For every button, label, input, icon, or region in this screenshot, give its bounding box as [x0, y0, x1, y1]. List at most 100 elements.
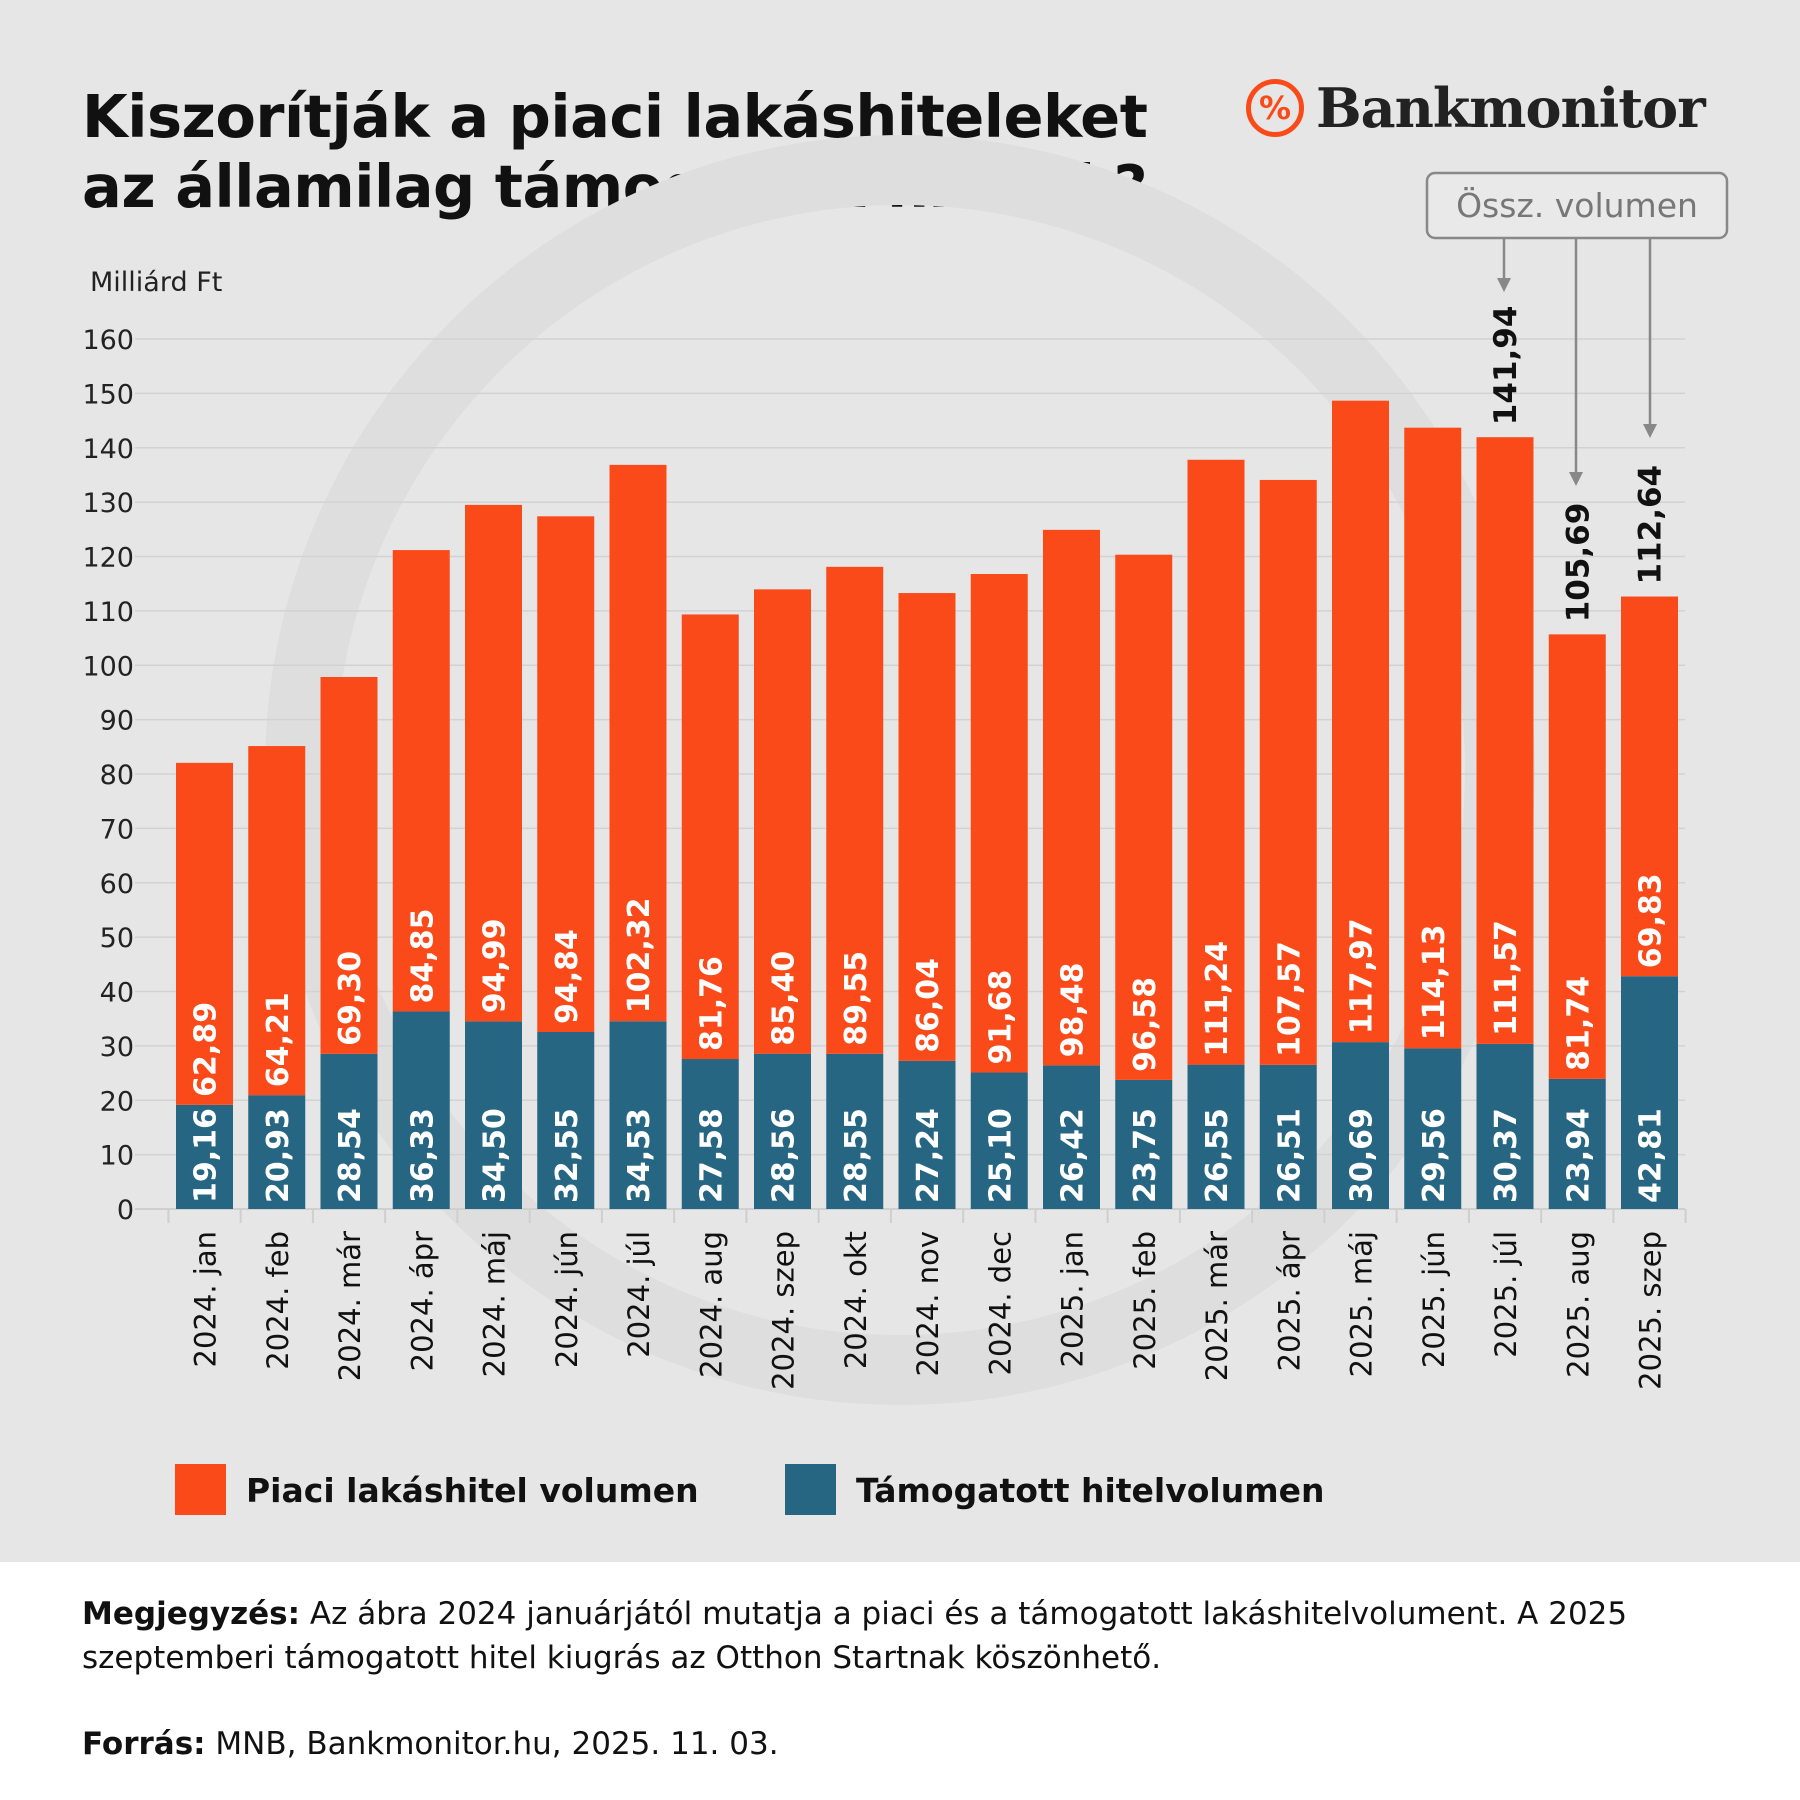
- y-tick-label: 60: [100, 869, 134, 900]
- bar-label-supported: 27,58: [694, 1108, 729, 1203]
- y-tick-label: 90: [100, 706, 134, 737]
- bar-supported: [537, 1032, 595, 1209]
- bar-label-supported: 29,56: [1417, 1108, 1452, 1203]
- percent-logo-icon: %: [1246, 79, 1304, 137]
- y-tick-label: 120: [82, 543, 134, 574]
- x-tick-label: 2024. feb: [261, 1231, 295, 1370]
- y-tick-label: 30: [100, 1032, 134, 1063]
- bar-label-market: 111,24: [1200, 941, 1235, 1057]
- bar-market: [1187, 459, 1245, 1065]
- y-tick-label: 80: [100, 760, 134, 791]
- bar-label-supported: 23,94: [1561, 1108, 1596, 1203]
- bar-label-market: 81,74: [1561, 976, 1596, 1071]
- bar-label-supported: 30,69: [1345, 1108, 1380, 1203]
- bar-market: [1259, 479, 1317, 1065]
- bar-supported: [970, 1072, 1028, 1209]
- bar-label-supported: 23,75: [1128, 1108, 1163, 1203]
- bar-label-supported: 34,50: [478, 1108, 513, 1203]
- bar-market: [1115, 554, 1173, 1080]
- y-tick-label: 130: [82, 488, 134, 519]
- bar-supported: [1259, 1064, 1317, 1209]
- x-tick-label: 2025. júl: [1489, 1231, 1523, 1358]
- note-text: Az ábra 2024 januárjától mutatja a piaci…: [82, 1596, 1628, 1676]
- bar-label-supported: 26,42: [1056, 1108, 1091, 1203]
- y-tick-label: 40: [100, 978, 134, 1009]
- x-tick-label: 2024. júl: [622, 1231, 656, 1358]
- bar-label-market: 102,32: [622, 897, 657, 1013]
- bar-market: [1476, 437, 1534, 1044]
- bar-supported: [1404, 1048, 1462, 1209]
- bar-label-market: 98,48: [1056, 962, 1091, 1057]
- bar-market: [176, 762, 233, 1105]
- bar-label-supported: 30,37: [1489, 1108, 1524, 1203]
- bar-supported: [1187, 1064, 1245, 1209]
- bar-label-supported: 25,10: [983, 1108, 1018, 1203]
- bar-label-market: 64,21: [261, 992, 296, 1087]
- bar-label-supported: 36,33: [405, 1108, 440, 1203]
- bar-supported: [176, 1104, 233, 1209]
- y-tick-label: 100: [82, 651, 134, 682]
- bar-label-supported: 34,53: [622, 1108, 657, 1203]
- bar-supported: [1115, 1079, 1173, 1209]
- x-tick-label: 2025. jún: [1417, 1231, 1451, 1368]
- bar-label-market: 89,55: [839, 951, 874, 1046]
- bar-market: [1548, 634, 1606, 1079]
- x-tick-label: 2025. szep: [1634, 1231, 1668, 1390]
- bar-market: [1043, 529, 1100, 1066]
- bar-label-supported: 32,55: [550, 1108, 585, 1203]
- x-tick-label: 2024. nov: [911, 1231, 945, 1377]
- note: Megjegyzés: Az ábra 2024 januárjától mut…: [82, 1592, 1722, 1680]
- bar-label-market: 69,30: [333, 951, 368, 1046]
- bar-market: [392, 550, 450, 1012]
- bar-market: [1404, 427, 1462, 1049]
- x-tick-label: 2024. máj: [478, 1231, 512, 1377]
- bar-supported: [898, 1060, 956, 1209]
- x-tick-label: 2024. szep: [767, 1231, 801, 1390]
- bar-market: [320, 676, 378, 1054]
- bar-label-market: 85,40: [767, 951, 802, 1046]
- x-tick-label: 2025. már: [1200, 1231, 1234, 1381]
- arrow-head-icon: [1497, 278, 1511, 292]
- bar-label-market: 86,04: [911, 958, 946, 1053]
- bar-market: [826, 566, 884, 1054]
- bar-label-market: 96,58: [1128, 977, 1163, 1072]
- y-tick-label: 50: [100, 923, 134, 954]
- bar-supported: [681, 1059, 739, 1209]
- bar-label-supported: 28,56: [767, 1108, 802, 1203]
- bar-label-supported: 20,93: [261, 1108, 296, 1203]
- bar-market: [537, 516, 595, 1033]
- x-tick-label: 2024. már: [333, 1231, 367, 1381]
- bar-market: [970, 574, 1028, 1073]
- bar-market: [898, 593, 956, 1061]
- y-tick-label: 70: [100, 814, 134, 845]
- bar-label-market: 91,68: [983, 970, 1018, 1065]
- legend-swatch: [175, 1464, 226, 1515]
- source-text: MNB, Bankmonitor.hu, 2025. 11. 03.: [205, 1726, 779, 1762]
- y-tick-label: 150: [82, 379, 134, 410]
- note-label: Megjegyzés:: [82, 1596, 301, 1632]
- bar-label-supported: 42,81: [1634, 1108, 1669, 1203]
- bar-label-supported: 28,55: [839, 1108, 874, 1203]
- total-value-label: 141,94: [1488, 306, 1524, 426]
- bar-label-market: 111,57: [1489, 920, 1524, 1036]
- bar-label-market: 81,76: [694, 956, 729, 1051]
- bar-supported: [609, 1021, 667, 1209]
- bar-label-market: 114,13: [1417, 924, 1452, 1040]
- bar-label-supported: 27,24: [911, 1108, 946, 1203]
- bar-label-supported: 19,16: [189, 1108, 224, 1203]
- source: Forrás: MNB, Bankmonitor.hu, 2025. 11. 0…: [82, 1722, 1722, 1766]
- bar-supported: [1043, 1065, 1100, 1209]
- bar-market: [609, 464, 667, 1022]
- y-axis-label: Milliárd Ft: [90, 267, 222, 298]
- x-tick-label: 2024. aug: [694, 1231, 728, 1378]
- legend-label: Támogatott hitelvolumen: [856, 1471, 1324, 1510]
- x-tick-label: 2024. dec: [983, 1231, 1017, 1375]
- bar-label-supported: 26,55: [1200, 1108, 1235, 1203]
- bar-supported: [754, 1053, 811, 1209]
- x-tick-label: 2024. ápr: [405, 1231, 439, 1371]
- bar-market: [248, 746, 306, 1096]
- bar-market: [754, 589, 811, 1054]
- x-tick-label: 2024. okt: [839, 1231, 873, 1369]
- bar-supported: [248, 1095, 306, 1209]
- y-tick-label: 10: [100, 1141, 134, 1172]
